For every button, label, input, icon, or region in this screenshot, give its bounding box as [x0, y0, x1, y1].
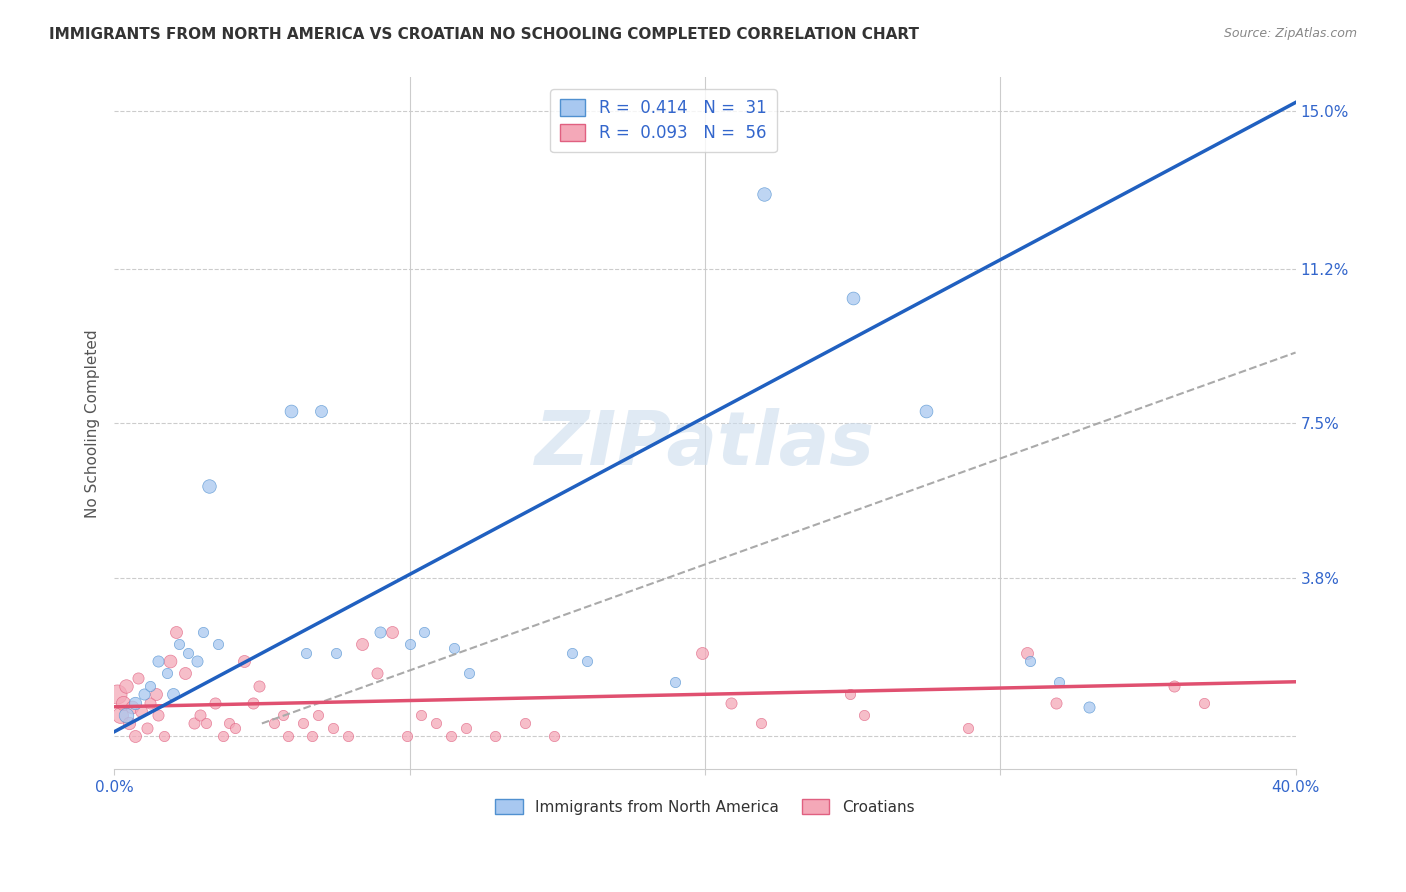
Point [153, 729, 176, 743]
Point [156, 666, 179, 681]
Point [352, 637, 374, 651]
Point [124, 696, 146, 710]
Point [664, 674, 686, 689]
Point [956, 721, 979, 735]
Point [398, 637, 420, 651]
Point [183, 716, 205, 731]
Point [1077, 699, 1099, 714]
Point [138, 679, 160, 693]
Point [129, 704, 152, 718]
Point [263, 716, 285, 731]
Point [395, 729, 418, 743]
Point [307, 708, 329, 723]
Point [218, 716, 240, 731]
Point [309, 404, 332, 418]
Point [159, 654, 181, 668]
Point [247, 679, 270, 693]
Point [212, 729, 235, 743]
Text: Source: ZipAtlas.com: Source: ZipAtlas.com [1223, 27, 1357, 40]
Point [454, 721, 477, 735]
Text: IMMIGRANTS FROM NORTH AMERICA VS CROATIAN NO SCHOOLING COMPLETED CORRELATION CHA: IMMIGRANTS FROM NORTH AMERICA VS CROATIA… [49, 27, 920, 42]
Point [132, 687, 155, 701]
Point [720, 696, 742, 710]
Point [838, 687, 860, 701]
Point [853, 708, 876, 723]
Point [1045, 696, 1067, 710]
Point [186, 654, 208, 668]
Point [322, 721, 344, 735]
Point [271, 708, 294, 723]
Y-axis label: No Schooling Completed: No Schooling Completed [86, 329, 100, 517]
Point [177, 646, 200, 660]
Point [915, 404, 938, 418]
Point [148, 654, 170, 668]
Point [108, 708, 131, 723]
Point [138, 696, 160, 710]
Point [749, 716, 772, 731]
Point [425, 716, 447, 731]
Point [145, 687, 167, 701]
Point [690, 646, 713, 660]
Point [165, 624, 187, 639]
Point [112, 696, 135, 710]
Point [440, 729, 463, 743]
Point [233, 654, 256, 668]
Point [1163, 679, 1185, 693]
Point [411, 708, 433, 723]
Point [301, 729, 323, 743]
Point [224, 721, 246, 735]
Text: ZIPatlas: ZIPatlas [534, 408, 875, 481]
Point [194, 716, 217, 731]
Point [443, 641, 465, 656]
Legend: Immigrants from North America, Croatians: Immigrants from North America, Croatians [486, 789, 924, 824]
Point [127, 671, 149, 685]
Point [118, 716, 141, 731]
Point [543, 729, 565, 743]
Point [162, 687, 184, 701]
Point [148, 708, 170, 723]
Point [1015, 646, 1038, 660]
Point [197, 479, 219, 493]
Point [174, 666, 197, 681]
Point [336, 729, 359, 743]
Point [1192, 696, 1215, 710]
Point [242, 696, 264, 710]
Point [124, 729, 146, 743]
Point [277, 729, 299, 743]
Point [325, 646, 347, 660]
Point [204, 696, 226, 710]
Point [484, 729, 506, 743]
Point [121, 699, 143, 714]
Point [295, 646, 318, 660]
Point [292, 716, 315, 731]
Point [368, 624, 391, 639]
Point [513, 716, 536, 731]
Point [188, 708, 211, 723]
Point [105, 687, 128, 701]
Point [752, 187, 775, 202]
Point [167, 637, 190, 651]
Point [1047, 674, 1070, 689]
Point [381, 624, 404, 639]
Point [413, 624, 436, 639]
Point [1018, 654, 1040, 668]
Point [561, 646, 583, 660]
Point [135, 721, 157, 735]
Point [366, 666, 388, 681]
Point [457, 666, 479, 681]
Point [207, 637, 229, 651]
Point [280, 404, 302, 418]
Point [115, 708, 138, 723]
Point [191, 624, 214, 639]
Point [115, 679, 138, 693]
Point [575, 654, 598, 668]
Point [841, 291, 863, 305]
